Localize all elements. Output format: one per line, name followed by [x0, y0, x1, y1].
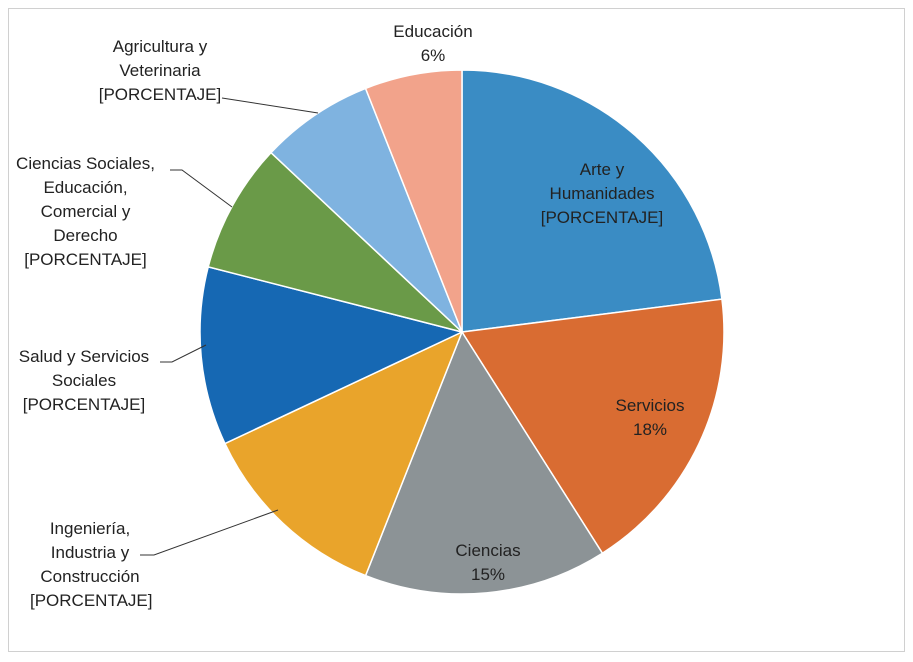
value-label: 6% — [420, 46, 446, 65]
pie-slice — [199, 265, 465, 445]
category-label: Salud y Servicios Sociales — [18, 347, 150, 390]
category-label: Ciencias Sociales, Educación, Comercial … — [16, 154, 155, 245]
chart-frame — [8, 8, 905, 652]
pie-slice — [460, 298, 725, 555]
value-label: [PORCENTAJE] — [540, 208, 664, 227]
data-label: Ciencias Sociales, Educación, Comercial … — [8, 152, 163, 272]
pie-slice — [269, 87, 463, 333]
category-label: Agricultura y Veterinaria — [112, 37, 208, 80]
data-label: Ingeniería, Industria y Construcción [POR… — [30, 517, 153, 613]
data-label: Salud y Servicios Sociales [PORCENTAJE] — [4, 345, 164, 417]
pie-slice — [223, 330, 464, 577]
value-label: [PORCENTAJE] — [24, 250, 147, 269]
pie-slice — [364, 330, 604, 595]
leader-line — [140, 509, 279, 556]
data-label: Arte y Humanidades [PORCENTAJE] — [527, 158, 677, 230]
category-label: Ciencias — [455, 541, 521, 560]
value-label: [PORCENTAJE] — [22, 395, 146, 414]
category-label: Ingeniería, Industria y Construcción — [40, 519, 140, 586]
category-label: Servicios — [615, 396, 685, 415]
value-label: 18% — [632, 420, 668, 439]
leader-line — [221, 97, 319, 114]
data-label: Ciencias 15% — [428, 539, 548, 587]
pie-slice — [364, 69, 463, 333]
pie-slice — [461, 69, 723, 333]
value-label: [PORCENTAJE] — [98, 85, 222, 104]
category-label: Arte y Humanidades — [549, 160, 655, 203]
category-label: Educación — [393, 22, 473, 41]
data-label: Agricultura y Veterinaria [PORCENTAJE] — [90, 35, 230, 107]
leader-line — [170, 169, 233, 208]
data-label: Servicios 18% — [590, 394, 710, 442]
value-label: 15% — [470, 565, 506, 584]
data-label: Educación 6% — [373, 20, 493, 68]
value-label: [PORCENTAJE] — [30, 591, 153, 610]
leader-line — [160, 344, 207, 363]
pie-slice — [207, 151, 463, 333]
